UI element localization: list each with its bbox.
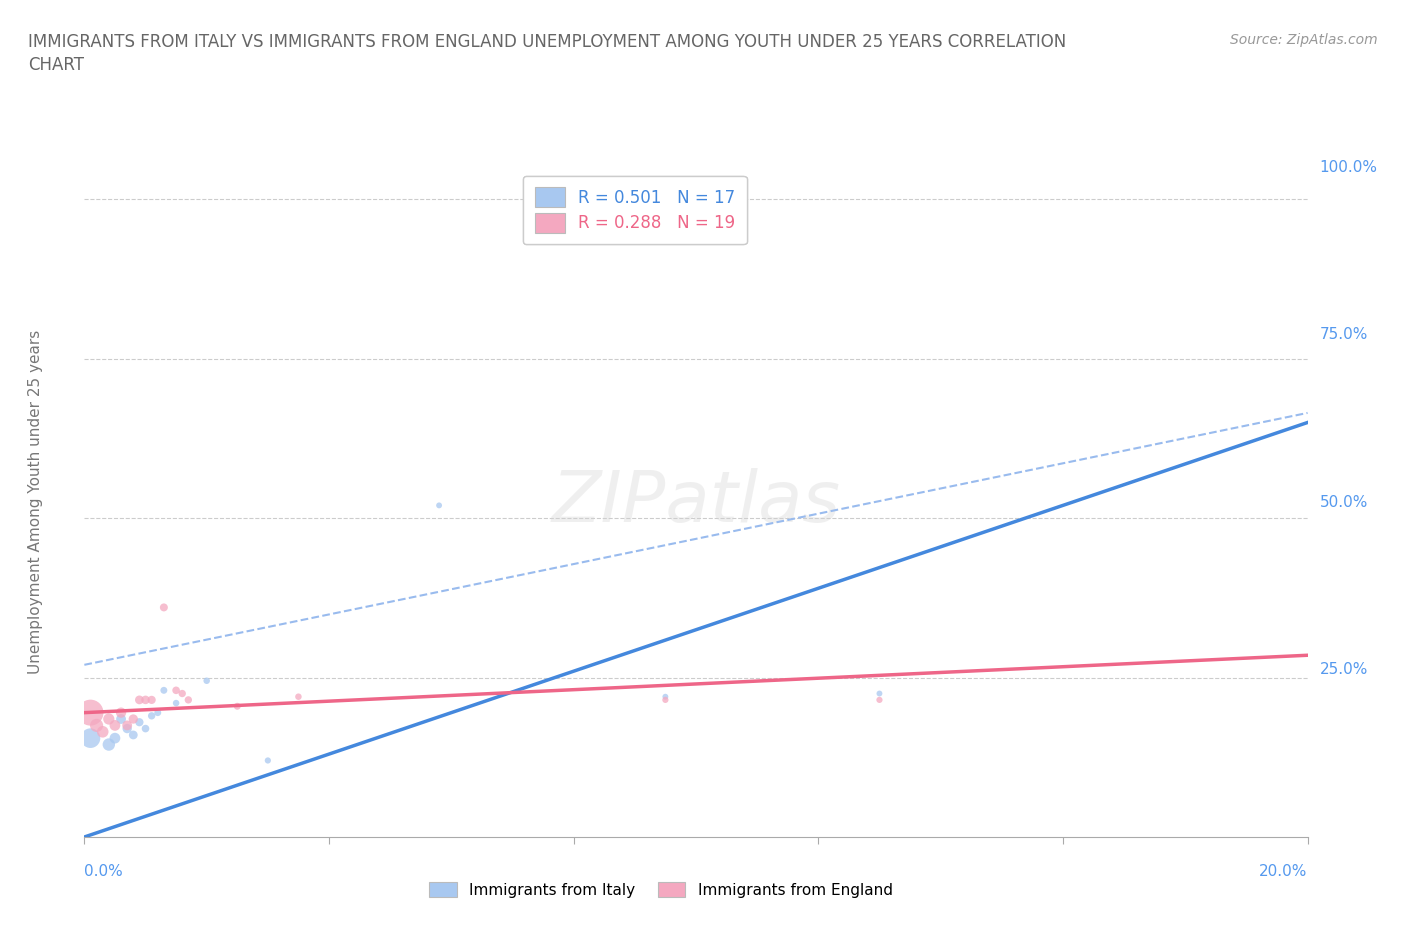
Point xyxy=(177,693,200,708)
Point xyxy=(104,731,127,746)
Point xyxy=(287,689,309,704)
Point xyxy=(104,718,127,733)
Point xyxy=(79,705,101,720)
Text: Source: ZipAtlas.com: Source: ZipAtlas.com xyxy=(1230,33,1378,46)
Point xyxy=(427,498,450,512)
Point xyxy=(86,718,108,733)
Text: CHART: CHART xyxy=(28,56,84,73)
Point xyxy=(654,689,676,704)
Text: 25.0%: 25.0% xyxy=(1320,662,1368,677)
Text: 0.0%: 0.0% xyxy=(84,864,124,879)
Point xyxy=(146,705,169,720)
Point xyxy=(110,705,132,720)
Point xyxy=(654,693,676,708)
Point xyxy=(165,683,187,698)
Point xyxy=(128,715,150,730)
Point xyxy=(97,711,120,726)
Point xyxy=(141,709,163,724)
Legend: Immigrants from Italy, Immigrants from England: Immigrants from Italy, Immigrants from E… xyxy=(423,875,898,904)
Point xyxy=(79,731,101,746)
Text: Unemployment Among Youth under 25 years: Unemployment Among Youth under 25 years xyxy=(28,330,44,674)
Point xyxy=(869,686,891,701)
Text: 20.0%: 20.0% xyxy=(1260,864,1308,879)
Point xyxy=(122,727,145,742)
Text: 100.0%: 100.0% xyxy=(1320,160,1378,175)
Point xyxy=(115,721,138,736)
Point xyxy=(141,693,163,708)
Point xyxy=(128,693,150,708)
Point xyxy=(257,753,280,768)
Point xyxy=(135,693,157,708)
Text: 75.0%: 75.0% xyxy=(1320,327,1368,342)
Point xyxy=(115,718,138,733)
Point xyxy=(165,696,187,711)
Point xyxy=(226,698,249,713)
Text: ZIPatlas: ZIPatlas xyxy=(551,468,841,537)
Point xyxy=(110,711,132,726)
Point xyxy=(97,737,120,752)
Point xyxy=(172,686,194,701)
Point xyxy=(153,683,176,698)
Point xyxy=(122,711,145,726)
Point xyxy=(135,721,157,736)
Point xyxy=(91,724,114,739)
Point xyxy=(195,673,218,688)
Legend: R = 0.501   N = 17, R = 0.288   N = 19: R = 0.501 N = 17, R = 0.288 N = 19 xyxy=(523,176,747,245)
Text: 50.0%: 50.0% xyxy=(1320,495,1368,510)
Point xyxy=(869,693,891,708)
Point xyxy=(153,600,176,615)
Text: IMMIGRANTS FROM ITALY VS IMMIGRANTS FROM ENGLAND UNEMPLOYMENT AMONG YOUTH UNDER : IMMIGRANTS FROM ITALY VS IMMIGRANTS FROM… xyxy=(28,33,1066,50)
